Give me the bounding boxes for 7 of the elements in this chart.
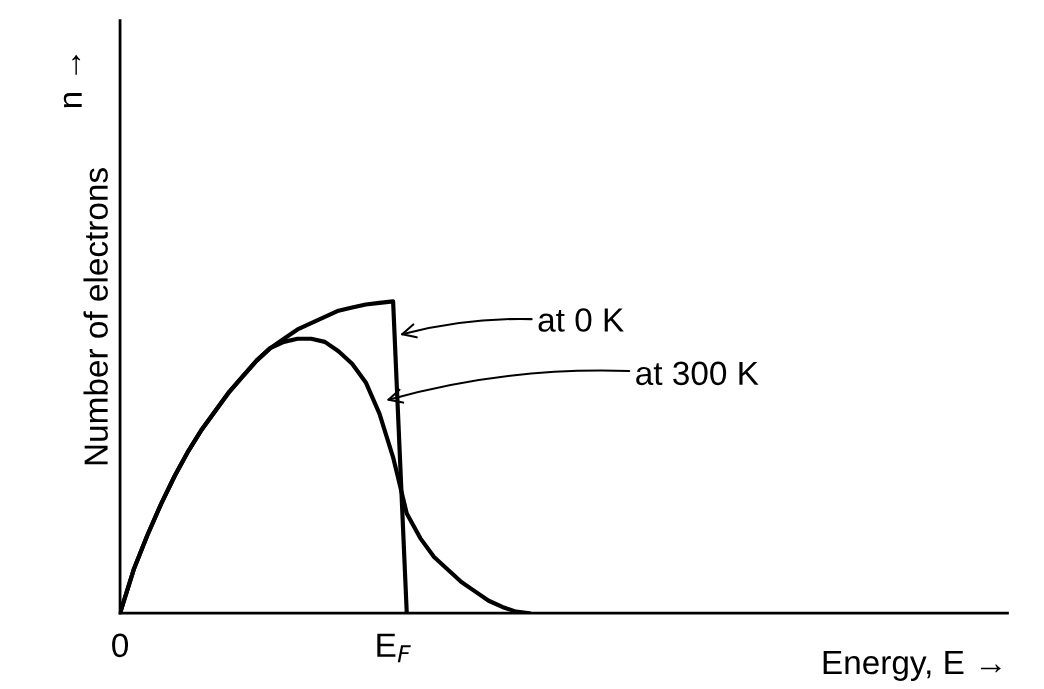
x-tick-label: E$_{F}$ bbox=[377, 633, 411, 663]
annotation: at 0 K bbox=[538, 308, 624, 332]
x-tick-label: 0 bbox=[112, 633, 129, 658]
x-axis-title: Energy, E → bbox=[823, 651, 1001, 681]
y-axis-title: Number of electrons bbox=[83, 168, 108, 465]
text: n → bbox=[63, 55, 82, 108]
annotation: at 300 K bbox=[636, 361, 759, 386]
